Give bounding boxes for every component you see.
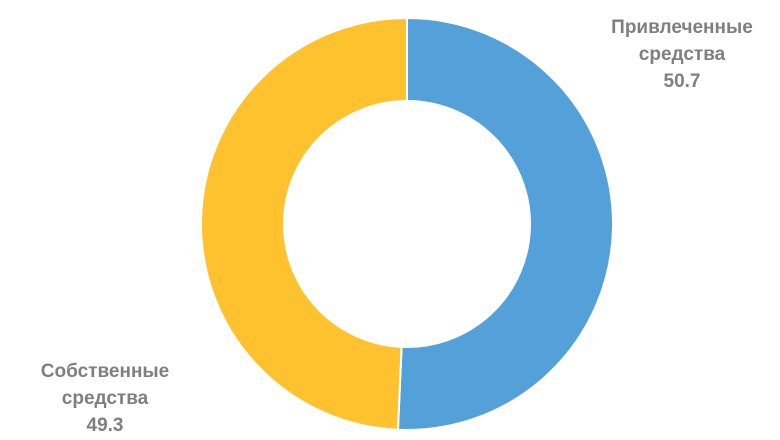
- donut-slice-1: [396, 16, 614, 431]
- donut-slices: [200, 16, 614, 431]
- slice-label-1: Привлеченные средства 50.7: [611, 17, 753, 92]
- slice-name-line: Собственные: [41, 361, 169, 382]
- slice-value: 50.7: [664, 71, 701, 92]
- slice-value: 49.3: [87, 415, 124, 436]
- slice-name-line: средства: [62, 388, 149, 409]
- slice-name-line: Привлеченные: [611, 17, 753, 38]
- slice-name-line: средства: [639, 44, 726, 65]
- slice-label-2: Собственные средства 49.3: [41, 361, 169, 436]
- slice-labels: Привлеченные средства 50.7 Собственные средс…: [41, 17, 753, 436]
- donut-slice-2: [200, 16, 408, 431]
